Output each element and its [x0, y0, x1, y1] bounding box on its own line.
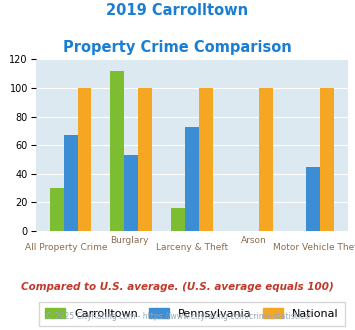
Text: © 2025 CityRating.com - https://www.cityrating.com/crime-statistics/: © 2025 CityRating.com - https://www.city…	[45, 312, 310, 321]
Bar	[171, 208, 185, 231]
Bar	[124, 155, 138, 231]
Bar	[138, 88, 152, 231]
Text: Compared to U.S. average. (U.S. average equals 100): Compared to U.S. average. (U.S. average …	[21, 282, 334, 292]
Text: Larceny & Theft: Larceny & Theft	[155, 243, 228, 251]
Text: Property Crime Comparison: Property Crime Comparison	[63, 40, 292, 54]
Bar	[50, 188, 64, 231]
Text: Burglary: Burglary	[110, 236, 148, 245]
Bar	[306, 167, 320, 231]
Bar	[320, 88, 334, 231]
Bar	[64, 135, 77, 231]
Text: Motor Vehicle Theft: Motor Vehicle Theft	[273, 243, 355, 251]
Legend: Carrolltown, Pennsylvania, National: Carrolltown, Pennsylvania, National	[39, 302, 345, 326]
Text: Arson: Arson	[241, 236, 267, 245]
Bar	[199, 88, 213, 231]
Text: All Property Crime: All Property Crime	[26, 243, 108, 251]
Bar	[110, 71, 124, 231]
Bar	[77, 88, 92, 231]
Bar	[185, 127, 199, 231]
Bar	[259, 88, 273, 231]
Text: 2019 Carrolltown: 2019 Carrolltown	[106, 3, 248, 18]
